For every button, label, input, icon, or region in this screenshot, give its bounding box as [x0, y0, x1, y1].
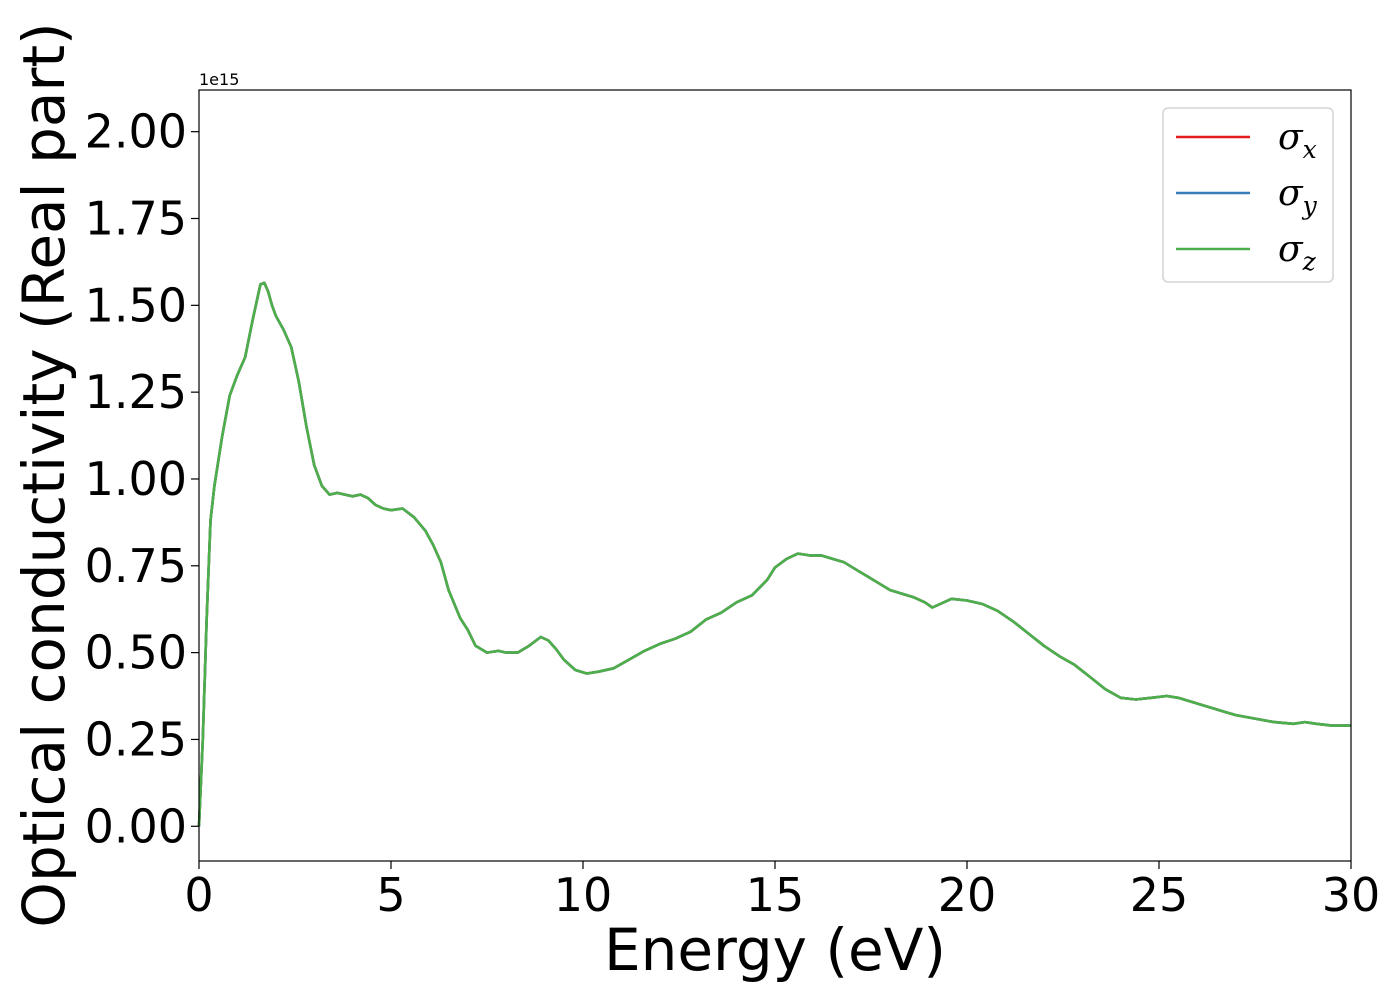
plot-frame	[198, 89, 1352, 862]
y-tick-label: 1.50	[85, 278, 187, 332]
legend-label-y: σy	[1278, 173, 1318, 220]
legend-label-z: σz	[1278, 229, 1317, 276]
plot-area	[199, 90, 1351, 861]
y-tick-label: 0.25	[85, 712, 187, 766]
x-axis-ticks: 0 5 10 15 20 25 30	[184, 861, 1380, 922]
y-tick-label: 0.00	[85, 799, 187, 853]
y-axis-title: Optical conductivity (Real part)	[10, 22, 78, 927]
y-axis-ticks: 0.00 0.25 0.50 0.75 1.00 1.25 1.50 1.75 2.00	[85, 105, 199, 853]
y-offset-label: 1e15	[199, 70, 239, 89]
legend-frame	[1162, 107, 1334, 283]
x-axis-title: Energy (eV)	[604, 916, 946, 984]
x-tick-label: 5	[376, 868, 405, 922]
y-tick-label: 1.75	[85, 192, 187, 246]
x-tick-label: 25	[1130, 868, 1189, 922]
y-tick-label: 0.50	[85, 626, 187, 680]
y-tick-label: 1.25	[85, 365, 187, 419]
x-tick-label: 0	[184, 868, 213, 922]
y-tick-label: 1.00	[85, 452, 187, 506]
legend-label-x: σx	[1278, 117, 1317, 164]
y-tick-label: 2.00	[85, 105, 187, 159]
legend: σx σy σz	[1162, 107, 1334, 283]
series-line-z	[197, 281, 1351, 827]
x-tick-label: 20	[938, 868, 997, 922]
x-tick-label: 30	[1322, 868, 1381, 922]
y-tick-label: 0.75	[85, 539, 187, 593]
series-layer	[197, 281, 1351, 827]
x-tick-label: 15	[746, 868, 805, 922]
x-tick-label: 10	[554, 868, 613, 922]
